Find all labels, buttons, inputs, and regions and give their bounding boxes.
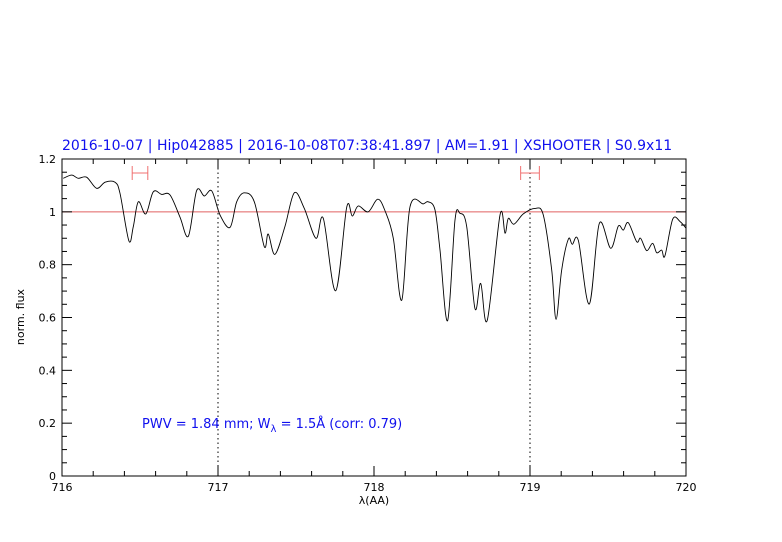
pwv-annotation: PWV = 1.84 mm; Wλ = 1.5Å (corr: 0.79): [142, 416, 402, 435]
x-axis-label: λ(AA): [359, 494, 389, 507]
y-tick-label: 0.2: [39, 417, 57, 430]
x-tick-label: 719: [520, 481, 541, 494]
y-tick-label: 1: [49, 206, 56, 219]
x-tick-label: 720: [676, 481, 697, 494]
y-axis-label: norm. flux: [14, 288, 27, 345]
chart-title: 2016-10-07 | Hip042885 | 2016-10-08T07:3…: [62, 138, 672, 154]
series-line-flux: [63, 174, 687, 323]
y-tick-label: 0: [49, 470, 56, 483]
y-tick-label: 0.6: [39, 312, 57, 325]
y-tick-label: 0.4: [39, 364, 57, 377]
y-tick-label: 1.2: [39, 153, 57, 166]
x-tick-label: 716: [52, 481, 73, 494]
x-tick-label: 717: [208, 481, 229, 494]
y-tick-label: 0.8: [39, 259, 57, 272]
x-tick-label: 718: [364, 481, 385, 494]
